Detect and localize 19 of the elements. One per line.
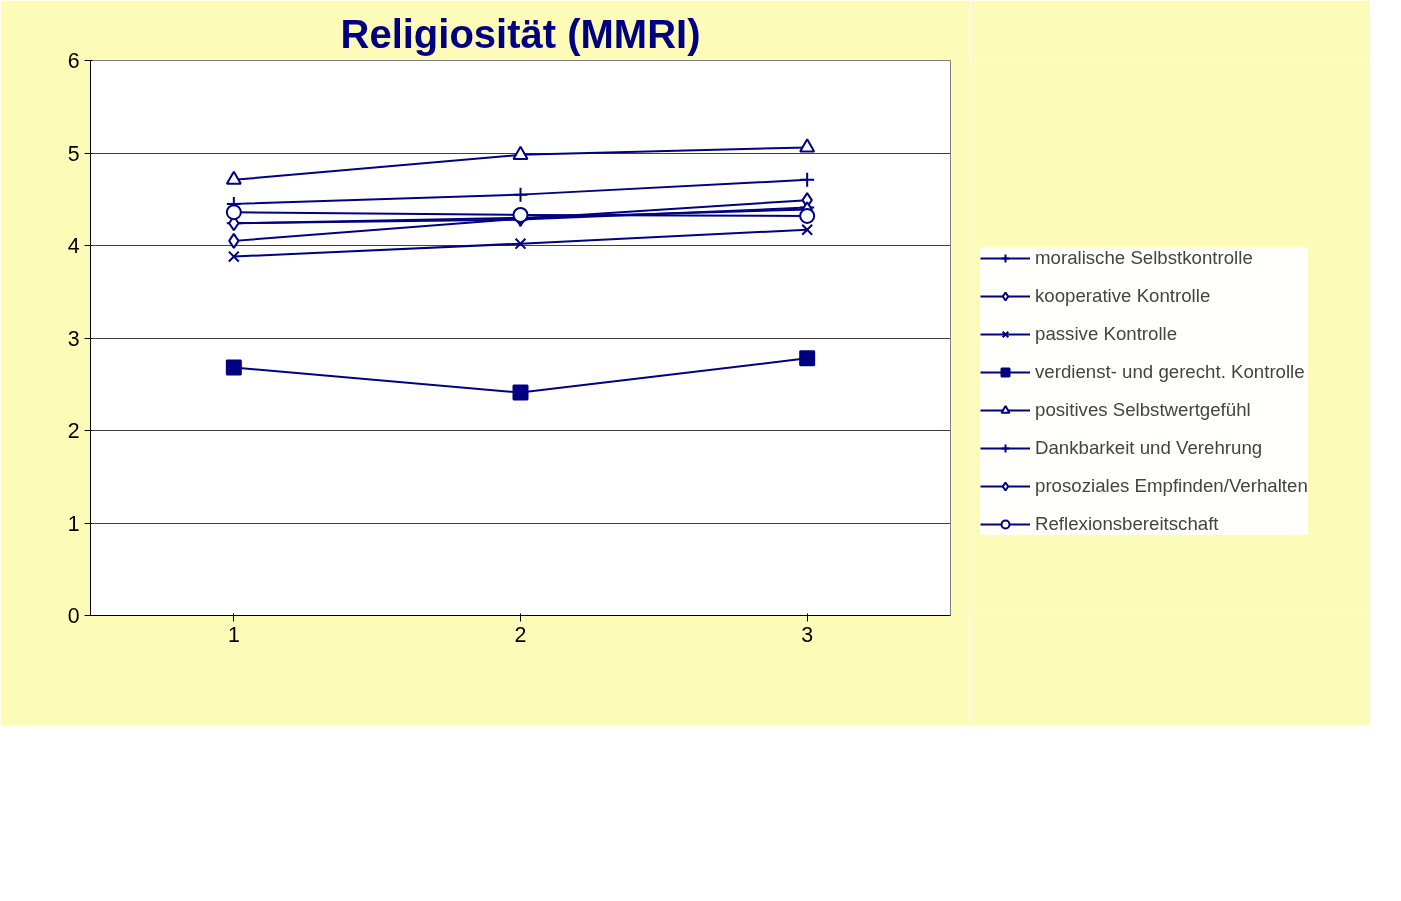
y-tick-label: 4 [67, 234, 80, 258]
x-tick-label: 1 [227, 622, 240, 647]
legend-label: verdienst- und gerecht. Kontrolle [1035, 361, 1305, 383]
legend-label: Dankbarkeit und Verehrung [1035, 437, 1263, 459]
x-tick-label: 2 [514, 622, 527, 647]
legend-label: prosoziales Empfinden/Verhalten [1035, 475, 1308, 497]
y-tick-label: 6 [67, 49, 80, 73]
y-tick-label: 2 [67, 419, 80, 443]
legend-label: moralische Selbstkontrolle [1035, 247, 1253, 269]
legend-label: passive Kontrolle [1035, 323, 1178, 345]
y-tick-label: 1 [67, 511, 80, 536]
legend-label: kooperative Kontrolle [1035, 285, 1211, 307]
legend-label: Reflexionsbereitschaft [1035, 513, 1219, 535]
chart-title: Religiosität (MMRI) [340, 11, 701, 56]
legend-label: positives Selbstwertgefühl [1035, 399, 1251, 421]
y-tick-label: 3 [67, 326, 80, 351]
x-tick-label: 3 [801, 622, 814, 647]
y-tick-label: 0 [67, 604, 80, 628]
y-tick-label: 5 [67, 141, 80, 166]
